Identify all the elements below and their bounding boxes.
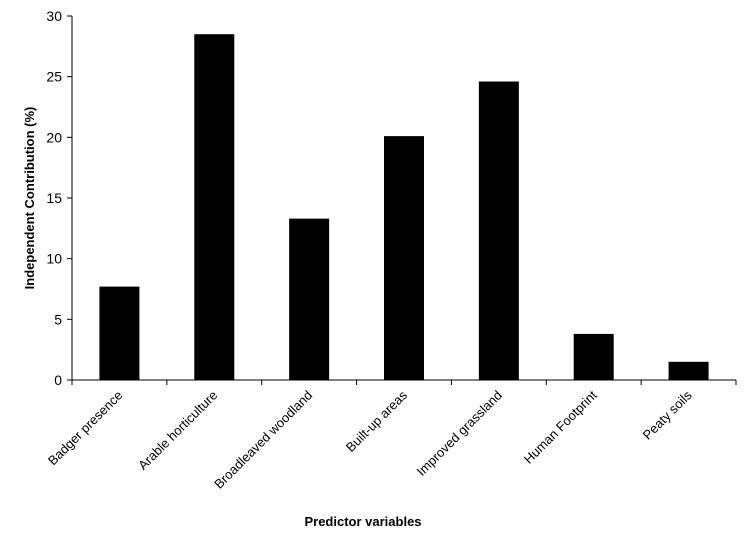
- x-category-label: Human Footprint: [521, 387, 600, 466]
- y-tick-label: 5: [54, 311, 62, 327]
- bar: [573, 333, 614, 380]
- bar: [289, 218, 330, 380]
- y-tick-label: 0: [54, 372, 62, 388]
- x-axis-title: Predictor variables: [304, 514, 421, 529]
- y-tick-label: 30: [46, 8, 62, 24]
- bar: [478, 81, 519, 381]
- y-tick-label: 25: [46, 69, 62, 85]
- y-tick-label: 10: [46, 251, 62, 267]
- x-category-label: Peaty soils: [640, 387, 695, 442]
- bar: [99, 286, 140, 380]
- x-category-label: Broadleaved woodland: [211, 388, 315, 492]
- y-ticks: 0 5 10 15 20 25 30: [46, 8, 72, 388]
- x-category-label: Badger presence: [45, 388, 126, 469]
- y-axis-title: Independent Contribution (%): [22, 107, 37, 290]
- bar: [194, 34, 235, 380]
- y-tick-label: 15: [46, 190, 62, 206]
- x-ticks: Badger presence Arable horticultureBroadl…: [45, 380, 737, 492]
- y-tick-label: 20: [46, 129, 62, 145]
- x-category-label: Built-up areas: [343, 387, 411, 455]
- x-category-label: Arable horticulture: [135, 388, 220, 473]
- x-category-label: Improved grassland: [414, 388, 505, 479]
- bar: [668, 361, 709, 380]
- bars-group: [99, 34, 709, 381]
- bar: [384, 136, 424, 380]
